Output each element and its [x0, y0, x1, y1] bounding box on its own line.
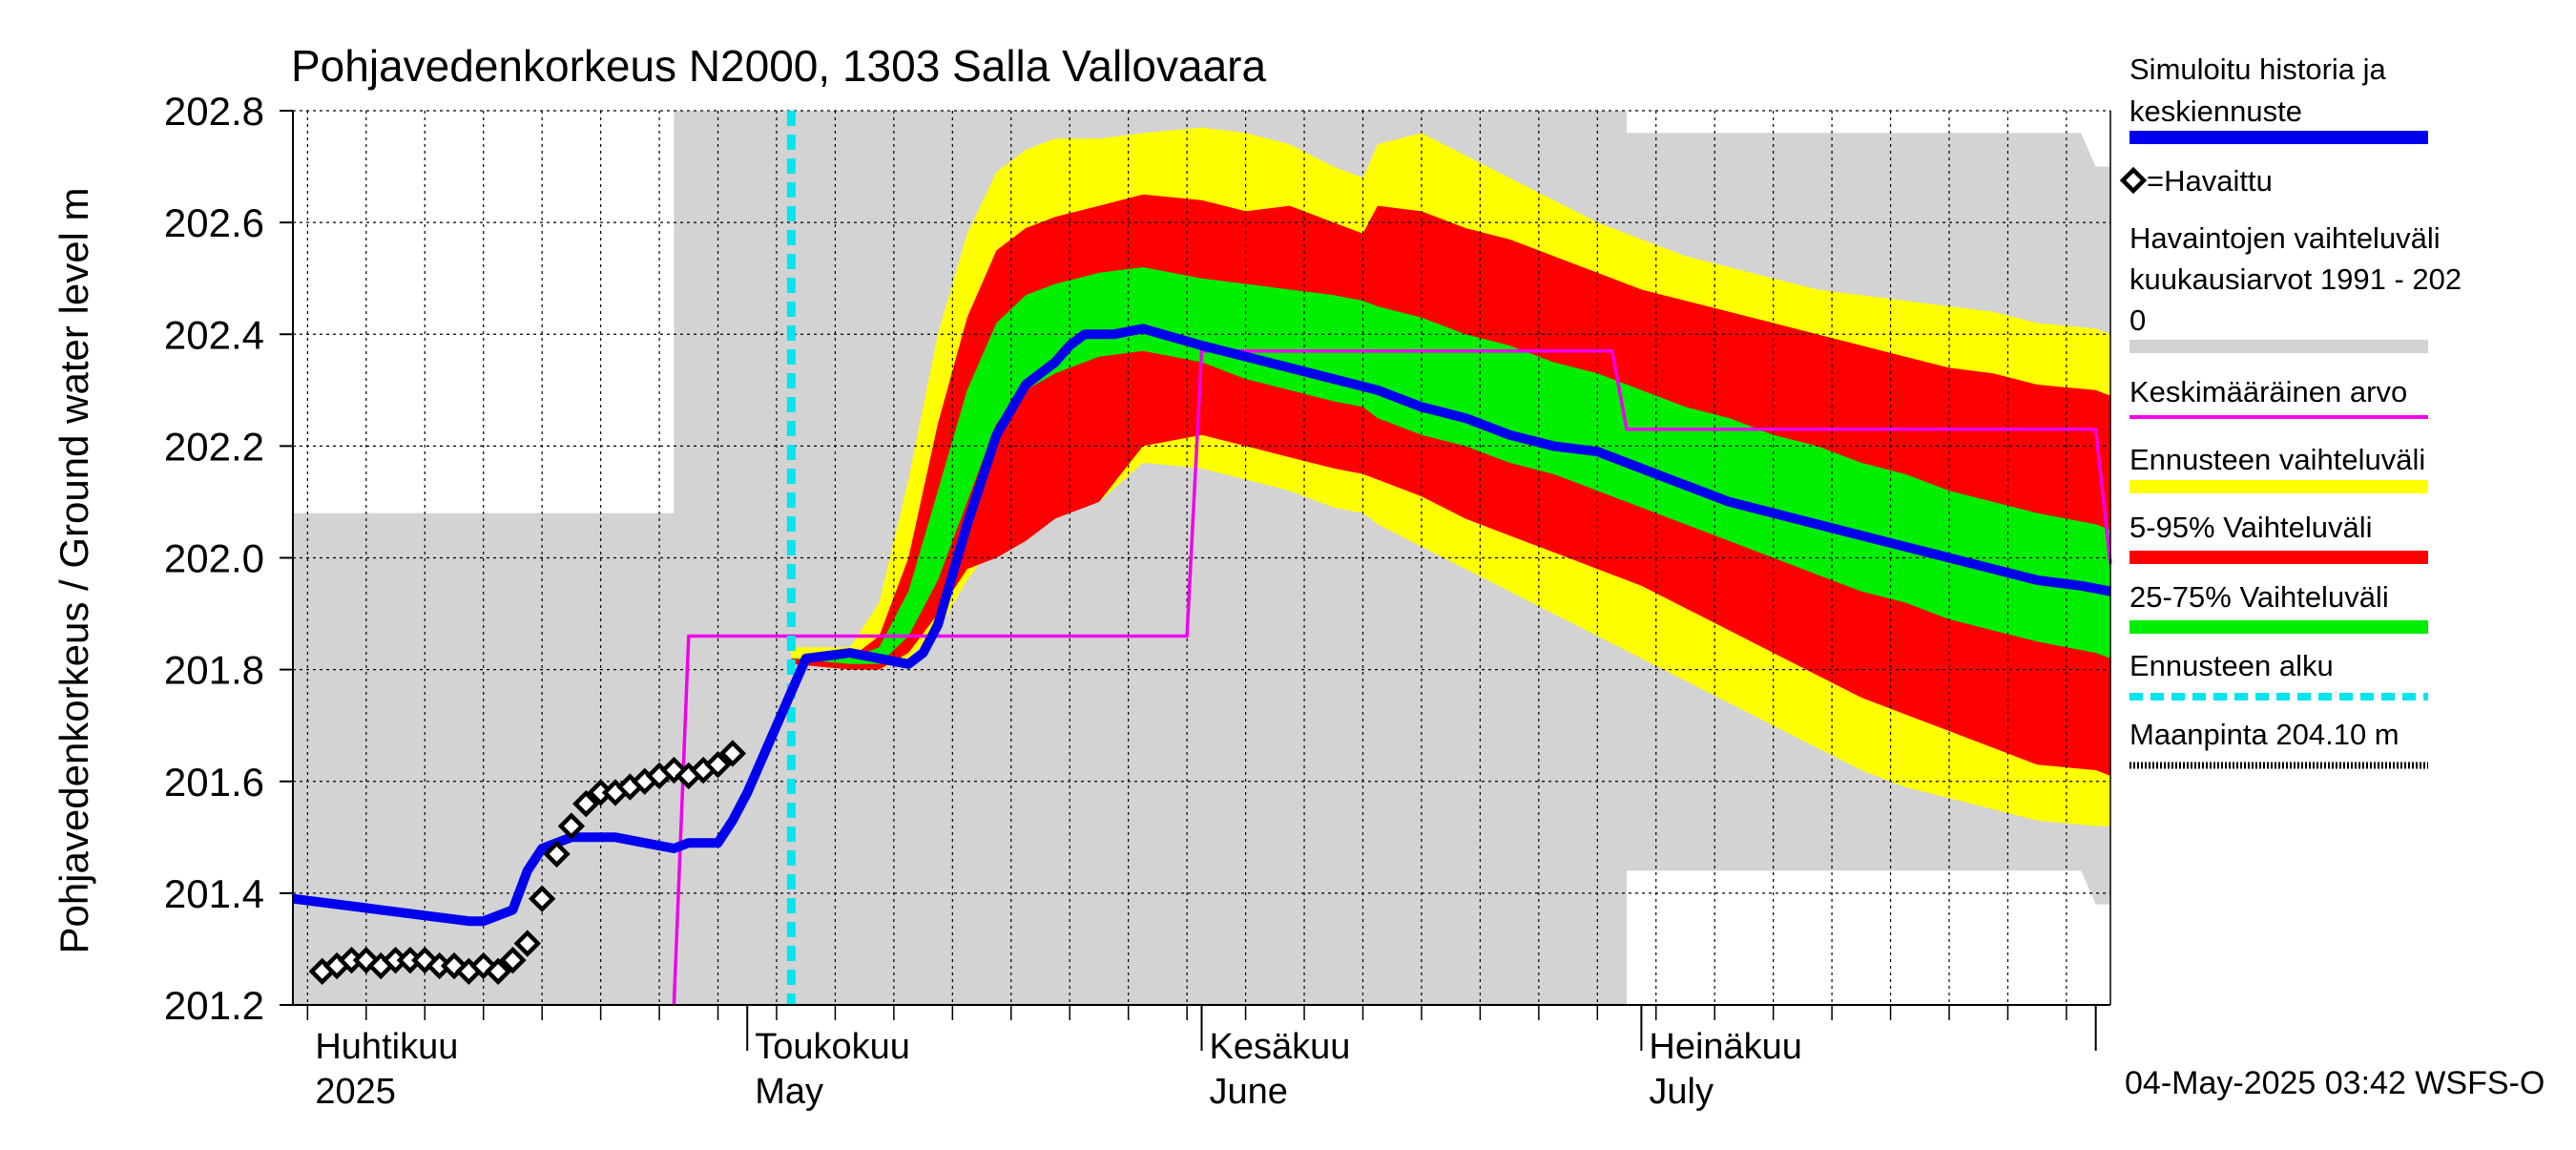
y-axis-label: Pohjavedenkorkeus / Ground water level m	[52, 187, 96, 953]
observed-point	[513, 930, 541, 957]
legend-label: 25-75% Vaihteluväli	[2129, 580, 2389, 614]
legend-label: keskiennuste	[2129, 94, 2302, 128]
legend-label: Ennusteen vaihteluväli	[2129, 443, 2425, 476]
y-tick-label: 202.2	[164, 424, 264, 469]
simulated-median-line	[292, 324, 2111, 927]
observed-point	[543, 840, 571, 868]
y-tick-label: 201.6	[164, 760, 264, 805]
observed-point	[484, 957, 512, 986]
x-month-label: Heinäkuu	[1649, 1027, 1802, 1067]
forecast-25-75-band	[791, 267, 2110, 664]
x-month-label: Huhtikuu	[315, 1027, 458, 1067]
y-tick-label: 201.8	[164, 648, 264, 693]
x-month-label: Toukokuu	[755, 1027, 910, 1067]
observed-point	[557, 812, 586, 840]
legend-label: Simuloitu historia ja	[2129, 52, 2387, 86]
axes: 201.2 201.4 201.6 201.8 202.0 202.2 202.4 202.6…	[164, 89, 2111, 1112]
y-tick-label: 202.8	[164, 89, 264, 134]
legend-swatch-observed	[2119, 166, 2148, 195]
x-month-sublabel: July	[1649, 1072, 1714, 1112]
observed-point	[572, 789, 600, 818]
observed-point	[718, 740, 747, 767]
x-month-sublabel: May	[755, 1072, 823, 1112]
observed-point	[499, 946, 527, 974]
observed-point	[528, 885, 556, 912]
x-month-label: Kesäkuu	[1210, 1027, 1351, 1067]
y-tick-label: 201.4	[164, 871, 264, 916]
legend-label: Ennusteen alku	[2129, 649, 2334, 682]
plot-area	[292, 110, 2112, 1006]
x-month-sublabel: June	[1210, 1072, 1288, 1112]
timestamp-label: 04-May-2025 03:42 WSFS-O	[2125, 1065, 2545, 1101]
y-tick-label: 202.6	[164, 200, 264, 245]
y-tick-label: 202.4	[164, 312, 264, 357]
legend-label: Havaintojen vaihteluväli	[2129, 221, 2441, 255]
legend-label: kuukausiarvot 1991 - 202	[2129, 262, 2462, 296]
mean-value-line	[672, 349, 2112, 1006]
legend: Simuloitu historia ja keskiennuste =Havait…	[2119, 52, 2462, 769]
observed-point	[704, 750, 732, 779]
legend-label: =Havaittu	[2147, 164, 2273, 198]
legend-label: 0	[2129, 303, 2146, 337]
legend-label: Maanpinta 204.10 m	[2129, 718, 2399, 751]
y-tick-label: 202.0	[164, 536, 264, 581]
x-month-sublabel: 2025	[315, 1072, 396, 1112]
y-tick-label: 201.2	[164, 983, 264, 1028]
legend-label: Keskimääräinen arvo	[2129, 375, 2407, 408]
legend-label: 5-95% Vaihteluväli	[2129, 511, 2372, 544]
chart-title: Pohjavedenkorkeus N2000, 1303 Salla Vall…	[291, 41, 1266, 91]
